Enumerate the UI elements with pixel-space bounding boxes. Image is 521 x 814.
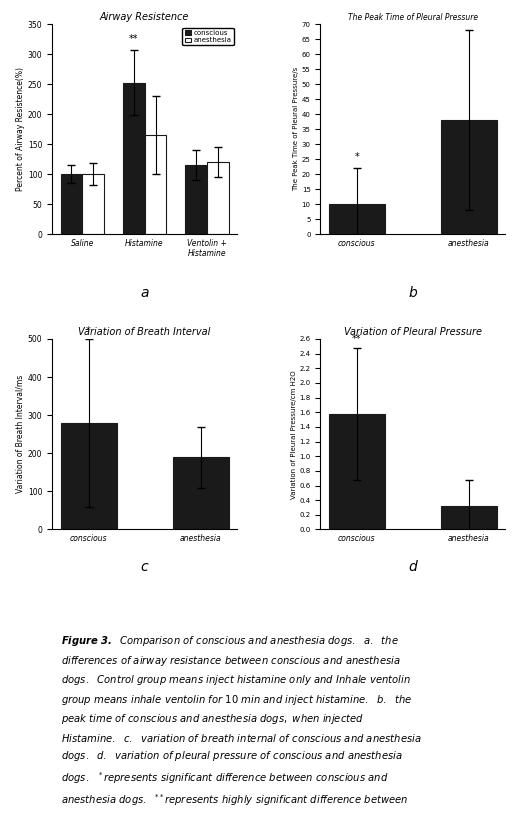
Text: a: a [140, 286, 149, 300]
Text: c: c [141, 560, 148, 575]
Bar [441, 120, 497, 234]
Bar [172, 457, 229, 529]
Text: *: * [86, 326, 91, 336]
Y-axis label: The Peak Time of Pleural Pressure/s: The Peak Time of Pleural Pressure/s [293, 67, 299, 191]
Text: $\bfit{Figure\ 3.}$  $\it{Comparison\ of\ conscious\ and\ anesthesia\ dogs.\ \ a: $\bfit{Figure\ 3.}$ $\it{Comparison\ of\… [61, 634, 422, 814]
Y-axis label: Percent of Airway Resistence(%): Percent of Airway Resistence(%) [16, 68, 25, 191]
Title: Variation of Breath Interval: Variation of Breath Interval [79, 326, 211, 337]
Bar [60, 422, 117, 529]
Bar [123, 82, 145, 234]
Title: Airway Resistence: Airway Resistence [100, 12, 189, 22]
Y-axis label: Variation of Breath Interval/ms: Variation of Breath Interval/ms [16, 375, 25, 493]
Bar [185, 165, 207, 234]
Legend: conscious, anesthesia: conscious, anesthesia [182, 28, 233, 46]
Bar [207, 162, 229, 234]
Bar [60, 174, 82, 234]
Text: **: ** [129, 33, 139, 44]
Text: *: * [354, 152, 359, 162]
Bar [441, 506, 497, 529]
Bar [329, 414, 385, 529]
Text: d: d [408, 560, 417, 575]
Title: The Peak Time of Pleural Pressure: The Peak Time of Pleural Pressure [348, 13, 478, 22]
Text: **: ** [352, 334, 362, 344]
Bar [82, 174, 104, 234]
Text: b: b [408, 286, 417, 300]
Y-axis label: Variation of Pleural Pressure/cm H2O: Variation of Pleural Pressure/cm H2O [291, 370, 296, 498]
Bar [145, 135, 166, 234]
Title: Variation of Pleural Pressure: Variation of Pleural Pressure [344, 326, 482, 337]
Bar [329, 204, 385, 234]
